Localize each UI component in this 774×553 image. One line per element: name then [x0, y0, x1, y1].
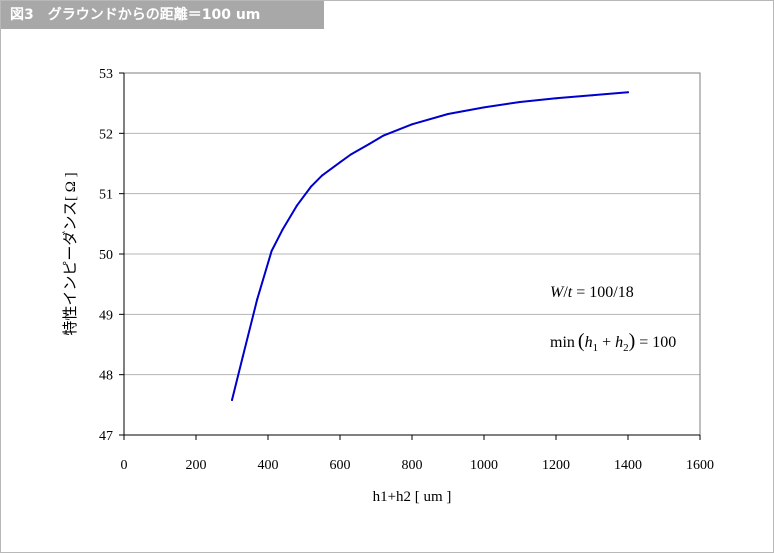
- data-point: [349, 153, 352, 156]
- data-point: [256, 298, 259, 301]
- annotation-h2: h: [615, 334, 623, 351]
- x-tick-label-1600: 1600: [686, 458, 714, 473]
- y-tick-label-51: 51: [99, 188, 113, 203]
- data-point: [555, 97, 557, 100]
- data-point: [367, 143, 370, 146]
- y-tick-label-47: 47: [99, 429, 113, 444]
- data-point: [382, 134, 385, 137]
- data-point: [447, 113, 449, 116]
- x-tick-label-1400: 1400: [614, 458, 642, 473]
- data-point: [519, 100, 521, 103]
- data-point: [295, 204, 298, 207]
- x-tick-label-1000: 1000: [470, 458, 498, 473]
- y-axis-title: 特性インピーダンス[ Ω ]: [62, 172, 79, 335]
- data-point: [281, 228, 284, 231]
- data-point: [483, 106, 485, 109]
- x-axis-ticks: 0 200 400 600 800 1000 1200 1400 1600: [121, 435, 714, 473]
- annotation-h1: h: [585, 334, 593, 351]
- y-axis-ticks: 47 48 49 50 51 52 53: [99, 67, 124, 444]
- y-tick-label-52: 52: [99, 127, 113, 142]
- x-tick-label-600: 600: [330, 458, 351, 473]
- annotation-ratio-value: = 100/18: [572, 284, 633, 301]
- annotation-min-value: = 100: [635, 334, 676, 351]
- x-tick-label-200: 200: [186, 458, 207, 473]
- annotation-open-paren: (: [578, 330, 585, 352]
- x-tick-label-400: 400: [258, 458, 279, 473]
- x-tick-label-0: 0: [121, 458, 128, 473]
- data-point: [241, 355, 244, 358]
- annotation-plus: +: [598, 334, 615, 351]
- data-point: [591, 94, 593, 97]
- data-point: [627, 91, 629, 94]
- data-point: [231, 399, 233, 402]
- annotation-sub2: 2: [623, 342, 629, 354]
- annotation-min: min: [550, 334, 575, 351]
- y-tick-label-50: 50: [99, 248, 113, 263]
- data-point: [411, 123, 413, 126]
- data-point: [310, 185, 313, 188]
- x-tick-label-800: 800: [402, 458, 423, 473]
- annotation-t: t: [568, 284, 573, 301]
- annotation-min-height: min (h1 + h2) = 100: [550, 330, 676, 354]
- gridlines: [124, 132, 700, 376]
- x-tick-label-1200: 1200: [542, 458, 570, 473]
- annotation-sub1: 1: [593, 342, 599, 354]
- annotation-width-ratio: W/t = 100/18: [550, 284, 634, 301]
- y-tick-label-53: 53: [99, 67, 113, 82]
- annotation-close-paren: ): [629, 330, 636, 352]
- x-axis-title: h1+h2 [ um ]: [373, 489, 452, 505]
- data-point: [321, 174, 323, 177]
- data-point: [270, 249, 273, 252]
- annotation-w: W: [550, 284, 565, 301]
- y-tick-label-49: 49: [99, 308, 113, 323]
- annotation-slash: /: [563, 284, 568, 301]
- y-tick-label-48: 48: [99, 369, 113, 384]
- figure-title: 図3 グラウンドからの距離＝100 um: [1, 1, 324, 29]
- series-layer: [231, 91, 629, 402]
- data-point: [339, 161, 341, 164]
